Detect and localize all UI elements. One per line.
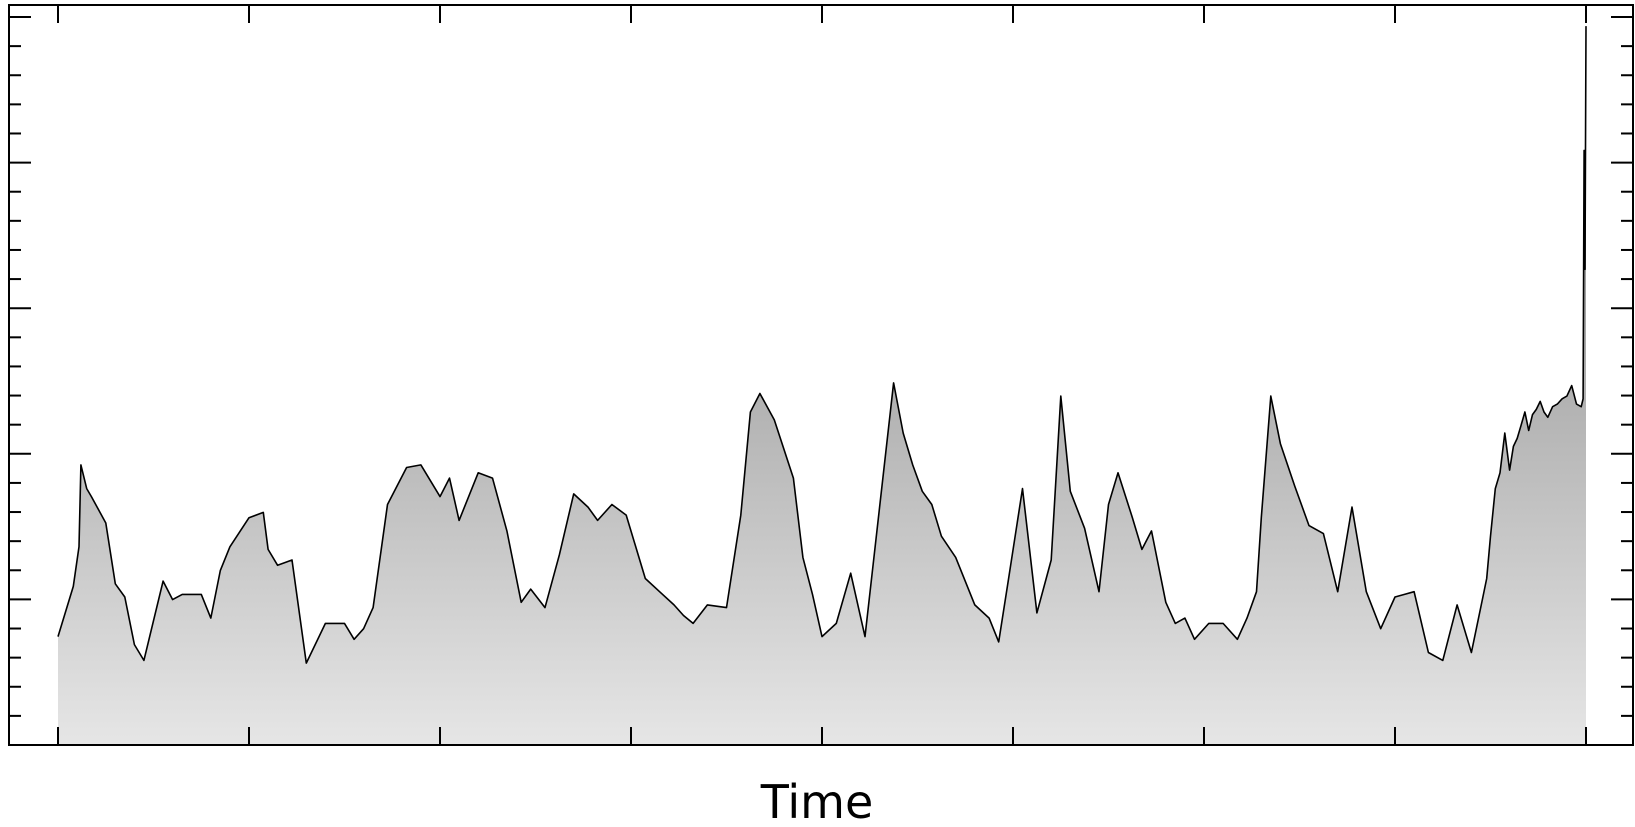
series-area-fill: [58, 26, 1586, 746]
series-line: [57, 26, 1587, 664]
plot-frame: [8, 4, 1634, 746]
x-axis-label: Time: [760, 775, 874, 827]
axis-ticks: [9, 5, 1633, 746]
